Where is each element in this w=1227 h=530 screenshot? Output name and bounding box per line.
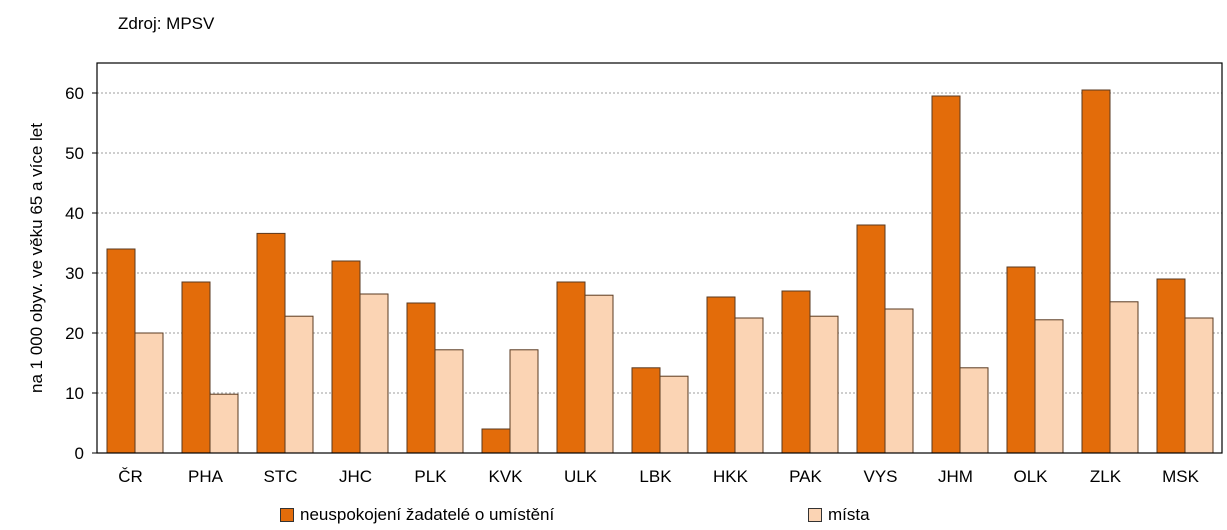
bar-series2 [584,294,614,454]
bar-series1 [556,281,586,454]
x-tick-label: HKK [713,467,749,486]
bar-series2 [1109,301,1139,454]
legend-swatch-series2 [808,508,822,522]
bar-series1 [631,367,661,454]
bar-series1 [1156,278,1186,454]
legend-swatch-series1 [280,508,294,522]
x-tick-label: ČR [118,467,143,486]
bar-series1 [256,232,286,454]
source-note: Zdroj: MPSV [118,14,215,33]
x-tick-label: PLK [414,467,447,486]
legend-item-series1: neuspokojení žadatelé o umístění [280,505,554,525]
bar-series2 [359,293,389,454]
x-tick-label: LBK [639,467,672,486]
legend-label-series1: neuspokojení žadatelé o umístění [300,505,555,524]
x-tick-label: VYS [863,467,897,486]
y-axis-label: na 1 000 obyv. ve věku 65 a více let [27,123,46,393]
bar-series2 [509,349,539,454]
bar-series1 [181,281,211,454]
x-tick-label: OLK [1013,467,1048,486]
y-tick-label: 50 [65,144,84,163]
x-tick-label: KVK [488,467,523,486]
bar-series1 [931,95,961,454]
bar-series1 [1081,89,1111,454]
y-tick-label: 20 [65,324,84,343]
bar-series1 [406,302,436,454]
bar-series2 [809,315,839,454]
x-tick-label: ZLK [1090,467,1122,486]
x-tick-label: PHA [188,467,224,486]
y-tick-label: 40 [65,204,84,223]
x-tick-label: PAK [789,467,822,486]
bar-series2 [659,375,689,454]
bar-series2 [1184,317,1214,454]
legend-item-series2: místa [808,505,870,525]
y-tick-label: 30 [65,264,84,283]
bar-series2 [134,332,164,454]
bar-series2 [1034,319,1064,454]
plot-area [96,62,1223,454]
y-tick-label: 60 [65,84,84,103]
bar-series1 [781,290,811,454]
y-tick-label: 10 [65,384,84,403]
bar-series1 [331,260,361,454]
x-tick-label: MSK [1162,467,1200,486]
bar-series2 [284,315,314,454]
bar-series2 [884,308,914,454]
x-tick-label: STC [264,467,298,486]
legend-label-series2: místa [828,505,870,524]
bar-series1 [481,428,511,454]
bar-series2 [434,349,464,454]
x-tick-label: JHM [938,467,973,486]
bar-series2 [209,393,239,454]
x-tick-label: JHC [339,467,372,486]
bar-series1 [106,248,136,454]
bar-series2 [959,367,989,454]
x-tick-label: ULK [564,467,598,486]
bar-series1 [706,296,736,454]
y-tick-label: 0 [75,444,84,463]
bar-series2 [734,317,764,454]
bar-series1 [856,224,886,454]
bar-series1 [1006,266,1036,454]
